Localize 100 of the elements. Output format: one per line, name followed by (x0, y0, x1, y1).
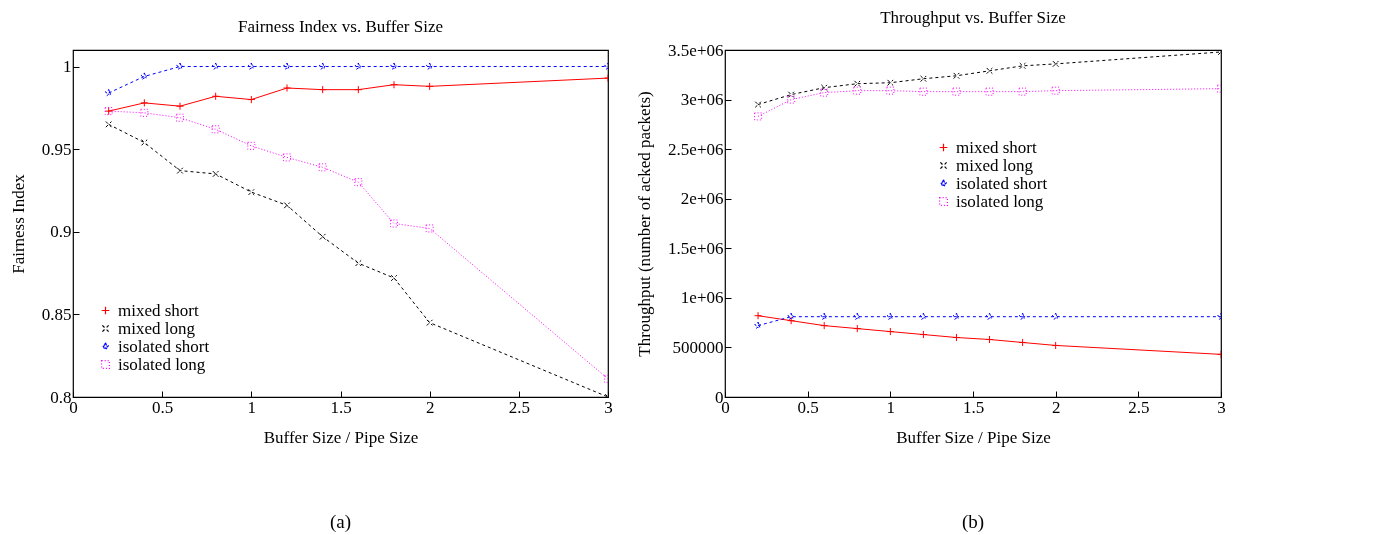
text: (b) (961, 511, 985, 533)
point (318, 85, 327, 94)
legend-label: mixed long (956, 155, 1034, 175)
x-tick-label: 0.5 (152, 397, 174, 417)
y-tick-label: 1.5e+06 (668, 238, 724, 258)
y-tick-label: 0.95 (41, 139, 72, 159)
legend-label: isolated long (956, 191, 1044, 211)
x-tick-label: 3 (604, 397, 613, 417)
point (175, 113, 185, 122)
point (426, 319, 433, 326)
point (211, 92, 220, 101)
point (354, 85, 363, 94)
point (919, 87, 928, 96)
point (318, 62, 327, 70)
point (1018, 338, 1027, 347)
point (1019, 62, 1026, 70)
point (141, 139, 148, 146)
y-axis-title: Fairness Index (8, 173, 28, 274)
point (175, 102, 185, 111)
x-tick-label: 1 (247, 397, 257, 417)
point (952, 333, 961, 342)
y-tick-label: 1e+06 (680, 288, 724, 308)
legend-label: isolated long (118, 354, 206, 374)
x-tick-label: 2 (1051, 397, 1061, 417)
point (820, 84, 828, 91)
point (1018, 87, 1027, 96)
point (754, 321, 762, 329)
point (248, 188, 255, 196)
point (952, 312, 961, 321)
point (787, 312, 795, 321)
point (754, 112, 763, 121)
point (1018, 312, 1027, 321)
point (140, 108, 149, 117)
point (140, 98, 149, 107)
legend-label: mixed long (118, 318, 196, 338)
point (787, 91, 795, 98)
point (283, 202, 291, 209)
point (1051, 341, 1060, 350)
point (247, 95, 256, 104)
point (425, 82, 434, 91)
point (853, 86, 862, 95)
point (389, 219, 399, 228)
point (953, 72, 960, 80)
y-tick-label: 0.9 (50, 222, 72, 242)
point (282, 153, 292, 162)
y-tick-label: 2.5e+06 (668, 139, 724, 159)
point (985, 335, 994, 344)
point (952, 87, 961, 96)
point (318, 163, 327, 172)
point (425, 62, 434, 70)
point (985, 87, 994, 96)
point (754, 101, 762, 108)
point (886, 327, 895, 336)
point (787, 95, 796, 104)
point (247, 141, 256, 150)
point (1051, 312, 1060, 321)
x-axis-title: Buffer Size / Pipe Size (263, 427, 419, 447)
x-tick-label: 1.5 (330, 397, 352, 417)
x-tick-label: 1 (886, 397, 896, 417)
point (1052, 60, 1059, 68)
point (887, 79, 894, 87)
x-tick-label: 2 (425, 397, 435, 417)
point (986, 67, 993, 75)
legend-label: mixed short (118, 300, 200, 320)
legend-label: mixed short (956, 137, 1038, 157)
point (176, 167, 184, 174)
point (389, 80, 399, 89)
chart-title: Fairness Index vs. Buffer Size (237, 17, 444, 36)
point (355, 259, 362, 267)
x-axis-title: Buffer Size / Pipe Size (896, 427, 1051, 447)
point (919, 330, 928, 339)
text: (a) (329, 511, 352, 533)
point (176, 62, 184, 70)
x-tick-label: 2.5 (508, 397, 530, 417)
y-tick-label: 0.85 (41, 304, 72, 324)
point (105, 121, 112, 128)
x-tick-label: 2.5 (1128, 397, 1150, 417)
x-tick-label: 0.5 (797, 397, 819, 417)
point (1051, 86, 1060, 95)
point (390, 62, 398, 70)
point (212, 170, 219, 178)
y-tick-label: 500000 (672, 337, 724, 357)
point (211, 125, 220, 134)
y-tick-label: 2e+06 (680, 189, 724, 209)
point (211, 62, 220, 70)
point (425, 224, 434, 233)
point (319, 233, 326, 241)
point (104, 88, 113, 97)
point (985, 312, 994, 321)
point (354, 178, 363, 187)
y-tick-label: 1 (63, 57, 72, 77)
chart-title: Throughput vs. Buffer Size (880, 8, 1066, 27)
point (787, 316, 796, 325)
point (820, 321, 829, 330)
y-tick-label: 3e+06 (680, 90, 724, 110)
point (853, 324, 862, 333)
point (820, 88, 829, 97)
point (886, 86, 895, 95)
y-axis-title: Throughput (number of acked packets) (635, 91, 655, 357)
x-tick-label: 1.5 (962, 397, 985, 417)
